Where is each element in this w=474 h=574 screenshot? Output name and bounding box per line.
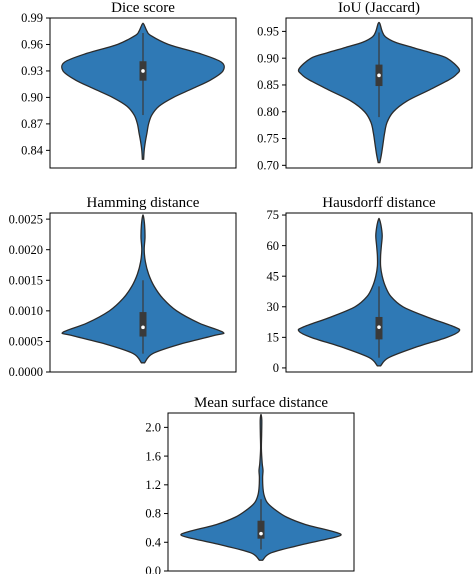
plot-frame: [285, 17, 473, 169]
y-tick-label: 75: [267, 208, 280, 222]
y-tick-label: 0.0010: [9, 304, 43, 318]
y-tick-label: 0.84: [21, 144, 44, 158]
y-tick-label: 0.0015: [9, 273, 43, 287]
y-tick-label: 15: [267, 331, 280, 345]
violin-median-marker: [259, 531, 263, 536]
y-tick-label: 0.0000: [9, 365, 43, 379]
y-tick-label: 0.70: [257, 159, 279, 173]
violin-median-marker: [377, 73, 381, 78]
plot-frame: [285, 212, 473, 373]
panel-dice: Dice score 0.84 0.87 0.90 0.93 0.96 0.99: [21, 0, 237, 169]
plot-frame: [167, 412, 355, 572]
chart-title: IoU (Jaccard): [338, 0, 420, 16]
panel-hamming: Hamming distance 0.0000 0.0005 0.0010 0.0015…: [9, 195, 237, 379]
y-tick-label: 0: [273, 361, 279, 375]
y-tick-label: 0.90: [257, 51, 279, 65]
y-tick-label: 0.8: [145, 507, 161, 521]
y-tick-label: 1.6: [145, 449, 161, 463]
plot-frame: [49, 212, 237, 373]
y-tick-label: 0.99: [21, 11, 43, 25]
violin-median-marker: [141, 325, 145, 330]
y-tick-label: 0.95: [257, 25, 279, 39]
y-tick-label: 0.90: [21, 91, 43, 105]
y-tick-label: 1.2: [145, 478, 161, 492]
y-tick-label: 30: [267, 300, 280, 314]
y-tick-label: 60: [267, 239, 280, 253]
violin-median-marker: [377, 325, 381, 329]
y-tick-label: 0.80: [257, 105, 279, 119]
y-tick-label: 0.0: [145, 564, 161, 574]
y-tick-label: 0.4: [145, 535, 161, 549]
plot-frame: [49, 17, 237, 169]
y-tick-label: 0.85: [257, 78, 279, 92]
y-tick-label: 0.87: [21, 117, 43, 131]
violin-median-marker: [141, 69, 145, 73]
chart-title: Hamming distance: [87, 195, 200, 211]
y-tick-label: 0.93: [21, 64, 43, 78]
y-tick-label: 0.0025: [9, 212, 43, 226]
y-tick-label: 0.96: [21, 38, 43, 52]
panel-hausdorff: Hausdorff distance 0 15 30 45 60 75: [267, 195, 473, 375]
chart-title: Hausdorff distance: [322, 195, 436, 211]
chart-title: Dice score: [111, 0, 175, 16]
panel-iou: IoU (Jaccard) 0.70 0.75 0.80 0.85 0.90 0.95: [257, 0, 473, 173]
panel-mean-surface: Mean surface distance 0.0 0.4 0.8 1.2 1.6 2.0: [145, 395, 355, 574]
violin-body: [180, 413, 342, 561]
y-tick-label: 0.75: [257, 132, 279, 146]
y-tick-label: 0.0020: [9, 243, 43, 257]
y-tick-label: 2.0: [145, 421, 161, 435]
y-tick-label: 0.0005: [9, 335, 43, 349]
y-tick-label: 45: [267, 269, 280, 283]
chart-title: Mean surface distance: [194, 395, 328, 411]
violin-iqr-box: [139, 312, 147, 337]
violin-iqr-box: [257, 520, 265, 539]
